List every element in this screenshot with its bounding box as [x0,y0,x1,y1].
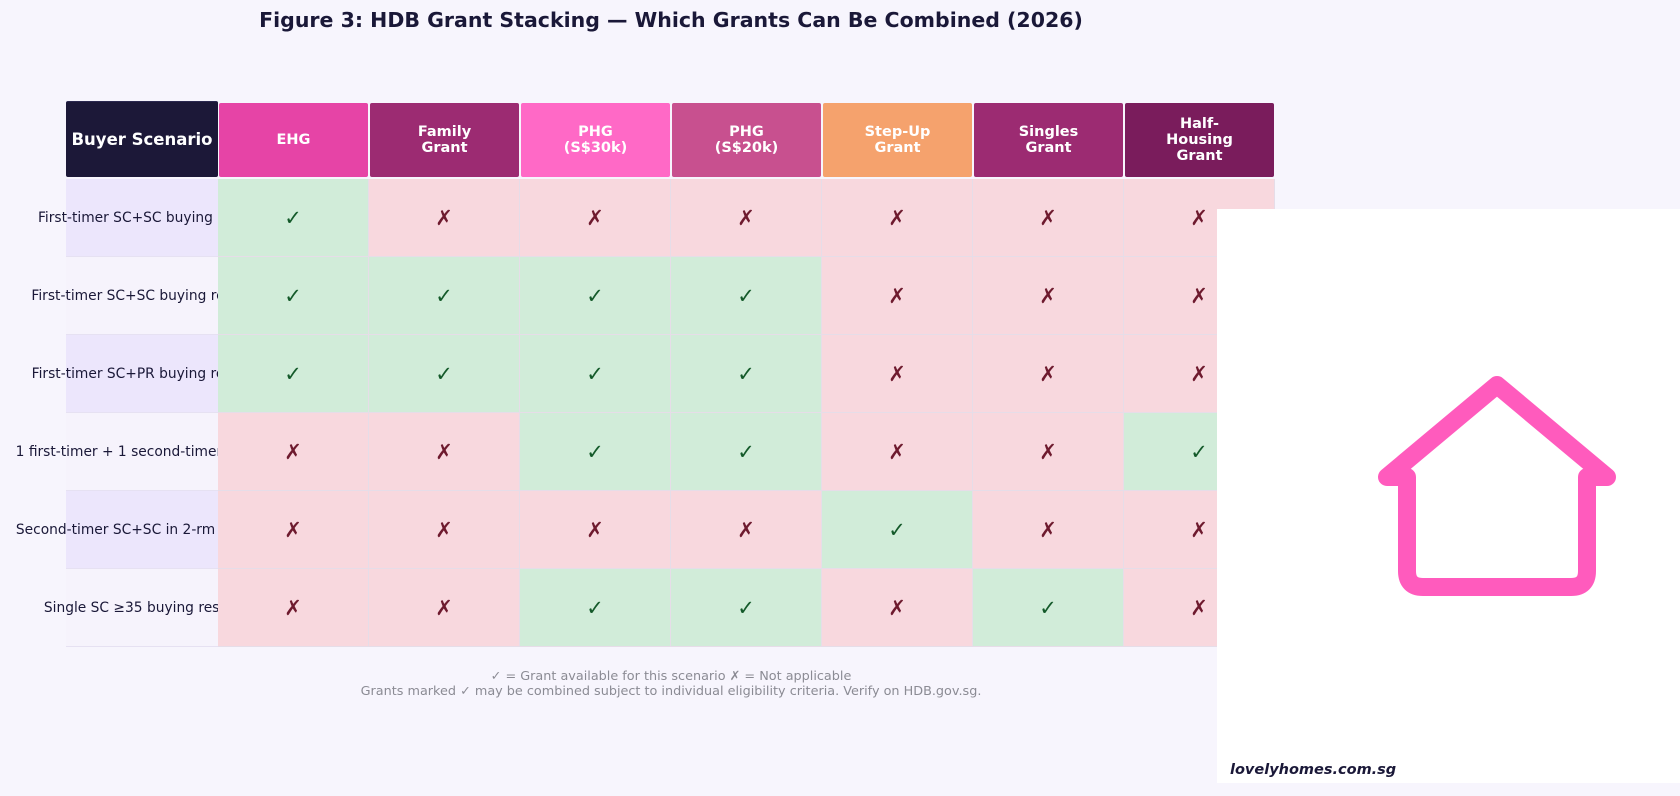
cell-available: ✓ [671,413,822,491]
cell-available: ✓ [671,335,822,413]
cell-available: ✓ [520,569,671,647]
column-header: Family Grant [370,103,519,177]
cell-not-applicable: ✗ [973,179,1124,257]
cell-available: ✓ [218,335,369,413]
cell-available: ✓ [520,335,671,413]
row-label-scenario: 1 first-timer + 1 second-timer resale [16,413,268,491]
cell-not-applicable: ✗ [822,335,973,413]
cell-not-applicable: ✗ [218,569,369,647]
column-header: Step-Up Grant [823,103,972,177]
cell-not-applicable: ✗ [822,179,973,257]
cell-available: ✓ [520,257,671,335]
cell-available: ✓ [218,257,369,335]
cell-not-applicable: ✗ [369,569,520,647]
footnote-legend: ✓ = Grant available for this scenario ✗ … [490,669,852,684]
cell-not-applicable: ✗ [973,413,1124,491]
brand-watermark: lovelyhomes.com.sg [1230,762,1397,778]
column-header: Half- Housing Grant [1125,103,1274,177]
footnote-disclaimer: Grants marked ✓ may be combined subject … [360,684,982,699]
cell-not-applicable: ✗ [671,179,822,257]
row-label-scenario: Second-timer SC+SC in 2-rm → 3-rm [16,491,268,569]
cell-not-applicable: ✗ [369,179,520,257]
cell-not-applicable: ✗ [973,257,1124,335]
house-icon [1378,376,1616,596]
cell-not-applicable: ✗ [520,491,671,569]
cell-not-applicable: ✗ [973,335,1124,413]
cell-available: ✓ [671,257,822,335]
row-label-scenario: Single SC ≥35 buying resale [44,569,240,647]
cell-not-applicable: ✗ [369,491,520,569]
column-header: PHG (S$30k) [521,103,670,177]
house-overlay-panel: lovelyhomes.com.sg [1217,209,1680,783]
cell-available: ✓ [369,335,520,413]
cell-not-applicable: ✗ [218,413,369,491]
cell-not-applicable: ✗ [671,491,822,569]
cell-available: ✓ [973,569,1124,647]
row-label-scenario: First-timer SC+SC buying BTO [38,179,246,257]
cell-not-applicable: ✗ [973,491,1124,569]
cell-not-applicable: ✗ [369,413,520,491]
row-label-scenario: First-timer SC+SC buying resale [31,257,253,335]
cell-not-applicable: ✗ [520,179,671,257]
column-header: PHG (S$20k) [672,103,821,177]
cell-available: ✓ [520,413,671,491]
cell-available: ✓ [218,179,369,257]
grant-stacking-table: Buyer Scenario EHG Family Grant PHG (S$30k)… [16,101,1275,647]
cell-available: ✓ [369,257,520,335]
row-label-scenario: First-timer SC+PR buying resale [32,335,252,413]
cell-not-applicable: ✗ [822,569,973,647]
cell-not-applicable: ✗ [822,257,973,335]
header-buyer-scenario: Buyer Scenario [66,101,218,177]
column-header: Singles Grant [974,103,1123,177]
cell-available: ✓ [822,491,973,569]
cell-available: ✓ [671,569,822,647]
chart-title: Figure 3: HDB Grant Stacking — Which Gra… [259,8,1083,32]
column-header: EHG [219,103,368,177]
cell-not-applicable: ✗ [218,491,369,569]
cell-not-applicable: ✗ [822,413,973,491]
